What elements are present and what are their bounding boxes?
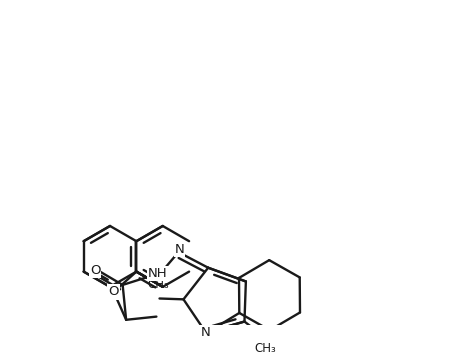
Text: CH₃: CH₃	[148, 278, 169, 291]
Text: O: O	[109, 285, 119, 298]
Text: O: O	[90, 264, 100, 277]
Text: CH₃: CH₃	[254, 342, 276, 352]
Text: N: N	[174, 243, 185, 256]
Text: NH: NH	[148, 267, 168, 280]
Text: N: N	[201, 326, 211, 339]
